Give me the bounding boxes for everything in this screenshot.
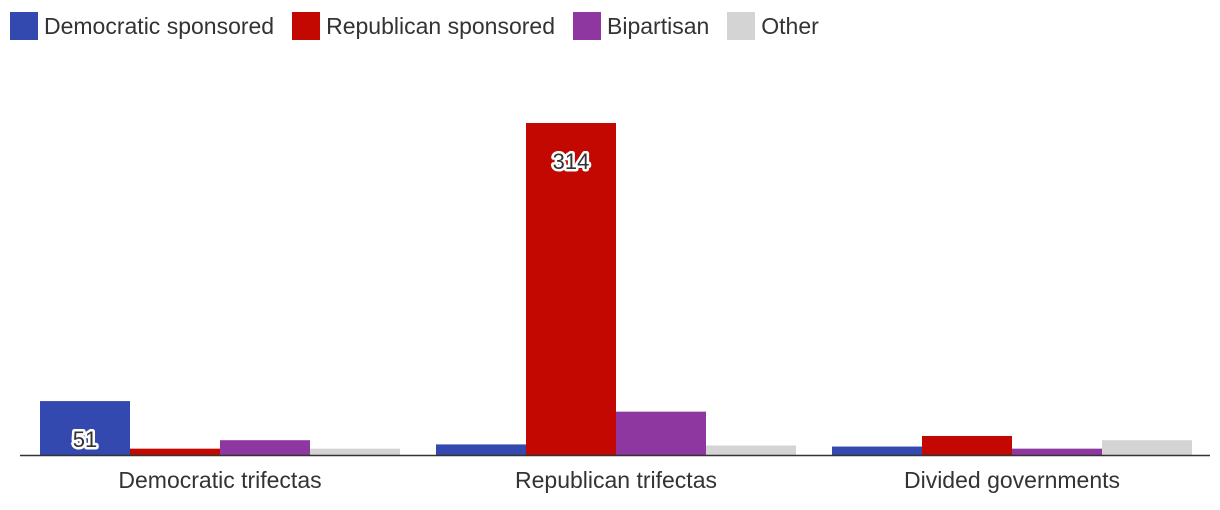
category-label: Democratic trifectas	[118, 467, 321, 493]
bar-republican-sponsored-divided-governments	[922, 435, 1012, 455]
legend-item-democratic: Democratic sponsored	[10, 12, 274, 40]
data-label: 51	[73, 427, 97, 452]
legend-label-bipartisan: Bipartisan	[607, 12, 710, 39]
legend-item-bipartisan: Bipartisan	[573, 12, 709, 40]
legend-label-other: Other	[761, 12, 819, 39]
legend-swatch-democratic	[10, 12, 38, 40]
bar-democratic-sponsored-republican-trifectas	[436, 444, 526, 455]
legend-swatch-republican	[292, 12, 321, 40]
legend-item-other: Other	[727, 12, 819, 40]
bar-bipartisan-democratic-trifectas	[220, 440, 310, 455]
legend-label-democratic: Democratic sponsored	[44, 12, 275, 39]
bar-other-divided-governments	[1102, 440, 1192, 455]
bar-democratic-sponsored-democratic-trifectas	[40, 401, 130, 455]
legend-swatch-bipartisan	[573, 12, 601, 40]
legend-label-republican: Republican sponsored	[326, 12, 555, 39]
bar-bipartisan-republican-trifectas	[616, 411, 706, 455]
bar-bipartisan-divided-governments	[1012, 448, 1102, 455]
legend-swatch-other	[727, 12, 756, 40]
bar-democratic-sponsored-divided-governments	[832, 446, 922, 455]
data-label: 314	[553, 149, 590, 174]
category-label: Republican trifectas	[515, 467, 717, 493]
bar-republican-sponsored-republican-trifectas	[526, 123, 616, 455]
bar-other-republican-trifectas	[706, 445, 796, 455]
bar-republican-sponsored-democratic-trifectas	[130, 448, 220, 455]
legend-item-republican: Republican sponsored	[292, 12, 555, 40]
category-label: Divided governments	[904, 467, 1120, 493]
legend: Democratic sponsored Republican sponsore…	[10, 12, 819, 40]
bar-other-democratic-trifectas	[310, 448, 400, 455]
